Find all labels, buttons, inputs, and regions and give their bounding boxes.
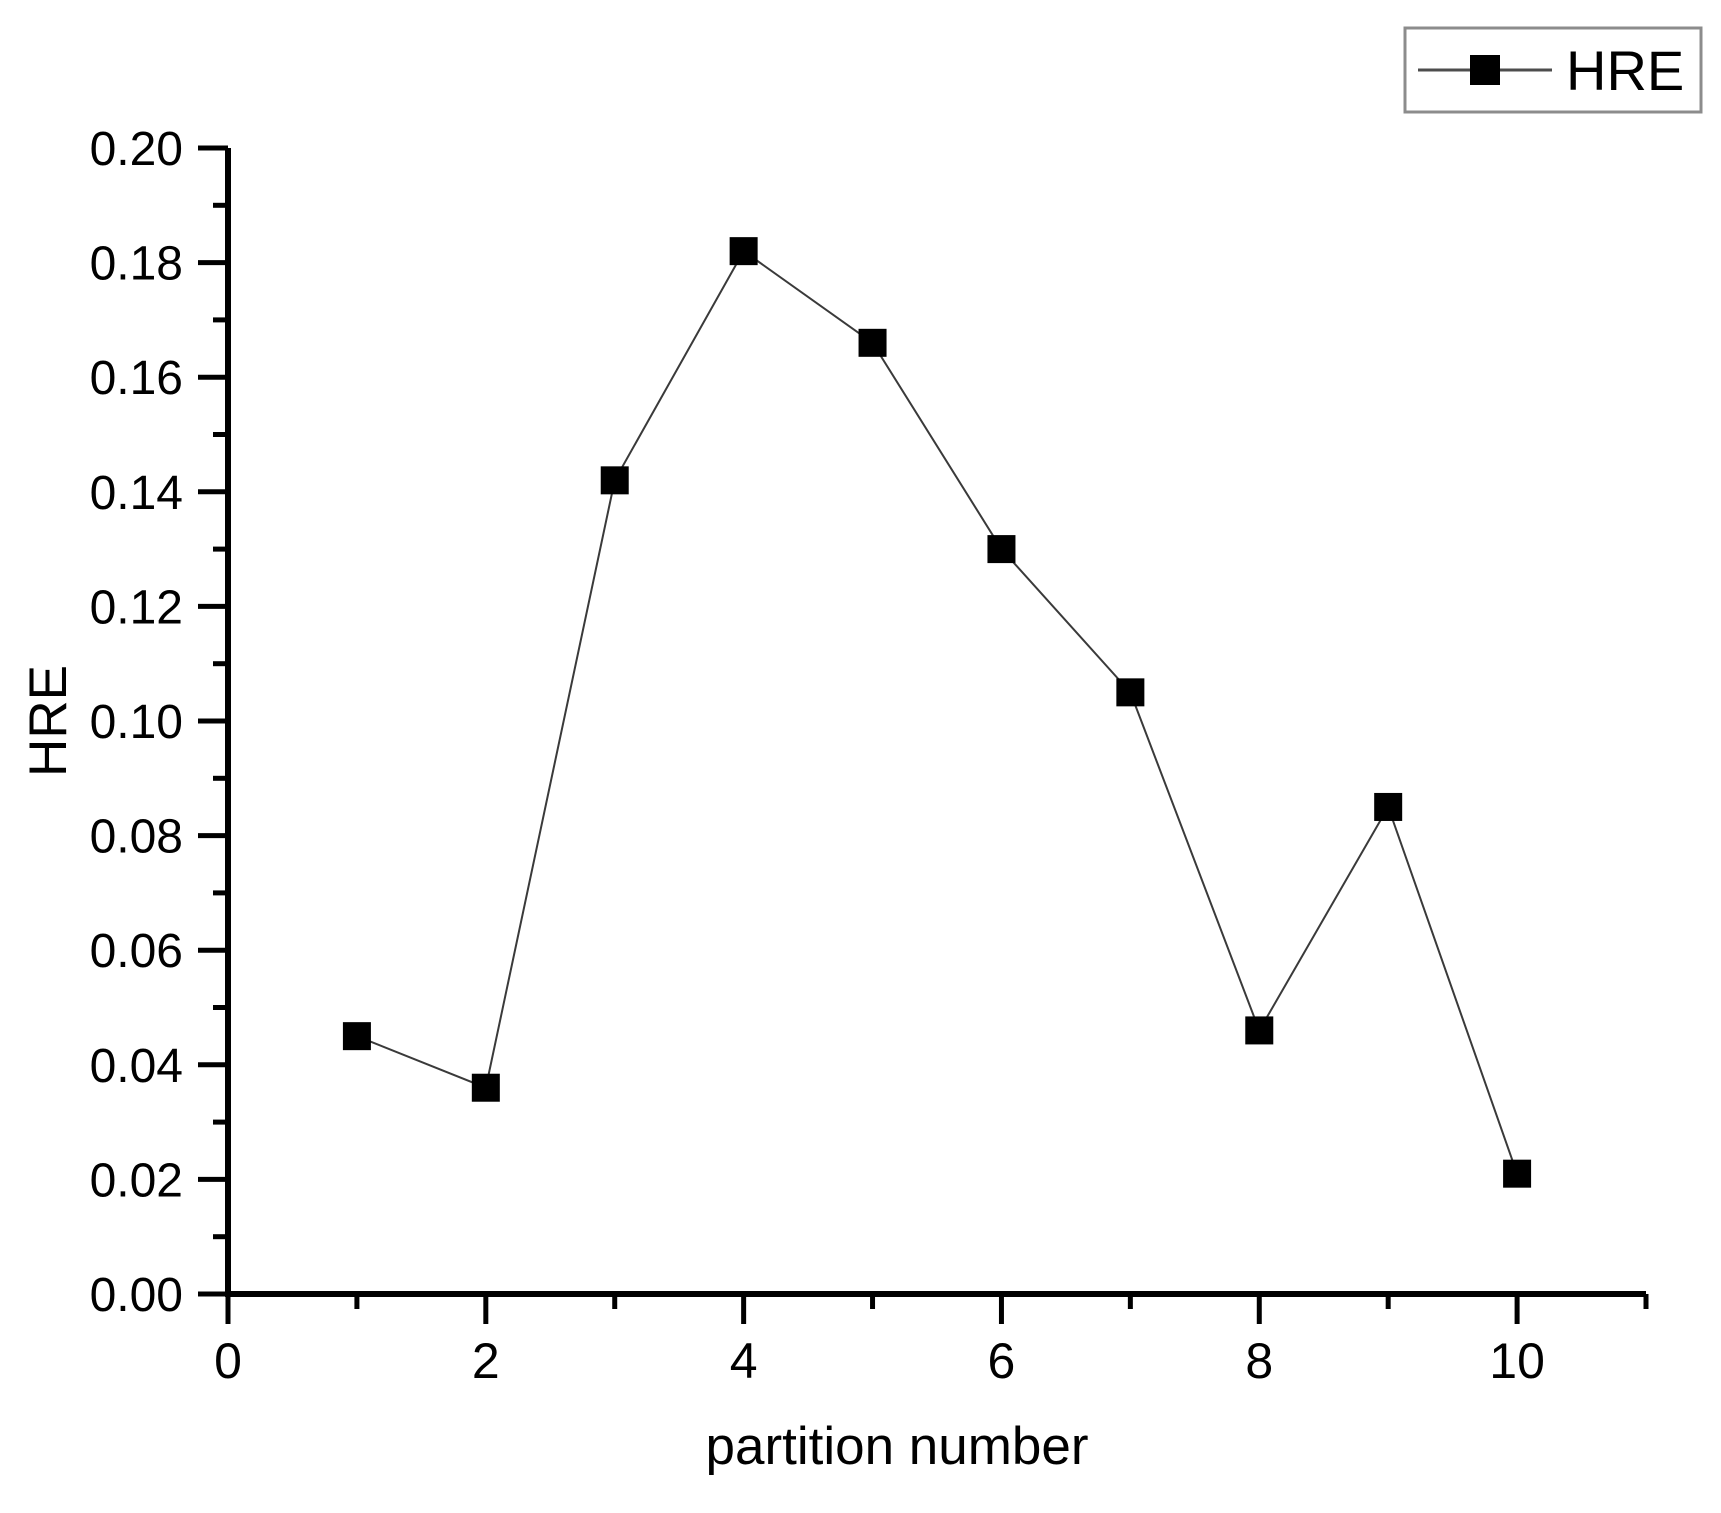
legend-marker-icon xyxy=(1470,55,1500,85)
x-tick-label: 8 xyxy=(1245,1333,1273,1389)
y-tick-label: 0.12 xyxy=(90,581,183,634)
data-point-marker xyxy=(600,466,629,495)
x-tick-label: 6 xyxy=(988,1333,1016,1389)
series-line xyxy=(356,249,1519,1175)
axis-titles: partition number HRE xyxy=(19,665,1088,1476)
y-tick-label: 0.10 xyxy=(90,696,183,749)
axis-lines xyxy=(225,148,1646,1297)
x-tick-label: 0 xyxy=(214,1333,242,1389)
y-tick-label: 0.02 xyxy=(90,1154,183,1207)
x-axis-ticks: 0 2 4 6 8 10 xyxy=(214,1294,1649,1389)
y-tick-label: 0.14 xyxy=(90,467,183,520)
y-tick-label: 0.20 xyxy=(90,123,183,176)
data-point-marker xyxy=(342,1022,371,1051)
data-point-marker xyxy=(1245,1016,1274,1045)
data-point-marker xyxy=(1503,1159,1532,1188)
y-tick-label: 0.08 xyxy=(90,811,183,864)
x-tick-label: 2 xyxy=(472,1333,500,1389)
y-tick-label: 0.00 xyxy=(90,1269,183,1322)
data-point-marker xyxy=(858,328,887,357)
axes xyxy=(225,148,1646,1297)
legend: HRE xyxy=(1403,26,1703,114)
y-tick-label: 0.18 xyxy=(90,238,183,291)
y-axis-ticks: 0.00 0.02 0.04 0.06 0.08 0.10 0.12 0.14 0.16 0.18… xyxy=(90,123,228,1322)
x-tick-label: 4 xyxy=(730,1333,758,1389)
x-axis-title: partition number xyxy=(706,1417,1089,1476)
y-tick-label: 0.04 xyxy=(90,1040,183,1093)
data-series-hre xyxy=(342,237,1532,1188)
x-tick-label: 10 xyxy=(1489,1333,1545,1389)
data-point-marker xyxy=(987,535,1016,564)
data-point-marker xyxy=(1374,792,1403,821)
data-point-marker xyxy=(1116,678,1145,707)
data-point-marker xyxy=(471,1073,500,1102)
legend-entry-label: HRE xyxy=(1566,39,1684,102)
y-axis-title: HRE xyxy=(19,665,78,777)
y-tick-label: 0.16 xyxy=(90,352,183,405)
data-point-marker xyxy=(729,237,758,266)
y-tick-label: 0.06 xyxy=(90,925,183,978)
